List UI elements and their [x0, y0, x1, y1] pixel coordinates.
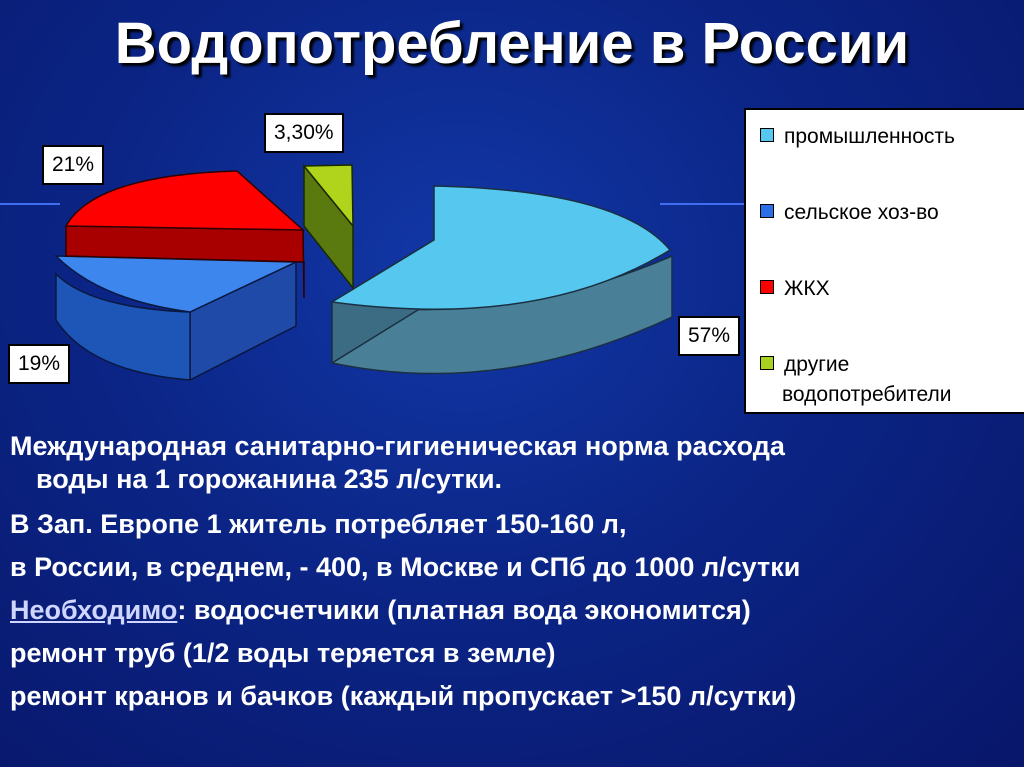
data-label-agriculture: 19%: [8, 344, 71, 384]
legend-swatch-other: [760, 356, 774, 371]
text-line-norm-a: Международная санитарно-гигиеническая но…: [10, 431, 785, 461]
chart-legend: промышленность сельское хоз-во ЖКХ други…: [744, 108, 1024, 414]
text-line-europe: В Зап. Европе 1 житель потребляет 150-16…: [10, 509, 627, 539]
slice-housing: [64, 170, 306, 299]
legend-item-housing: ЖКХ: [760, 276, 830, 301]
legend-swatch-agriculture: [760, 204, 774, 219]
legend-label-industry: промышленность: [784, 125, 955, 148]
legend-swatch-housing: [760, 280, 774, 295]
legend-item-agriculture: сельское хоз-во: [760, 200, 939, 225]
decor-line-left: [0, 203, 60, 205]
text-needed-rest: : водосчетчики (платная вода экономится): [177, 595, 751, 625]
legend-label-agriculture: сельское хоз-во: [784, 201, 939, 224]
slice-agriculture: [54, 255, 297, 382]
text-line-norm-b: воды на 1 горожанина 235 л/сутки.: [36, 464, 503, 494]
slice-industry: [329, 185, 673, 375]
slice-agriculture-top: [54, 255, 297, 313]
legend-label-other: другие: [784, 353, 850, 376]
text-line-norm: Международная санитарно-гигиеническая но…: [10, 430, 1020, 496]
text-line-russia: в России, в среднем, - 400, в Москве и С…: [10, 552, 801, 582]
slide-title: Водопотребление в России: [114, 11, 910, 76]
legend-label-housing: ЖКХ: [784, 277, 830, 300]
slice-agriculture-side: [55, 272, 191, 381]
slice-other-top: [302, 164, 354, 229]
legend-swatch-industry: [760, 128, 774, 143]
text-line-taps: ремонт кранов и бачков (каждый пропускае…: [10, 681, 797, 711]
text-line-needed: Необходимо: водосчетчики (платная вода э…: [10, 594, 1020, 627]
legend-item-industry: промышленность: [760, 124, 955, 149]
slice-industry-top: [329, 185, 672, 311]
data-label-industry: 57%: [678, 316, 741, 356]
body-text: Международная санитарно-гигиеническая но…: [10, 430, 1020, 713]
legend-item-other: другие: [760, 352, 849, 377]
text-needed-emph: Необходимо: [10, 595, 178, 625]
slice-other: [302, 163, 354, 291]
data-label-housing: 21%: [42, 145, 105, 185]
slice-housing-top: [64, 170, 306, 231]
text-line-pipes: ремонт труб (1/2 воды теряется в земле): [10, 638, 556, 668]
data-label-other: 3,30%: [264, 113, 344, 153]
legend-label-other-line2: водопотребители: [782, 383, 952, 406]
decor-line-right: [660, 203, 750, 205]
